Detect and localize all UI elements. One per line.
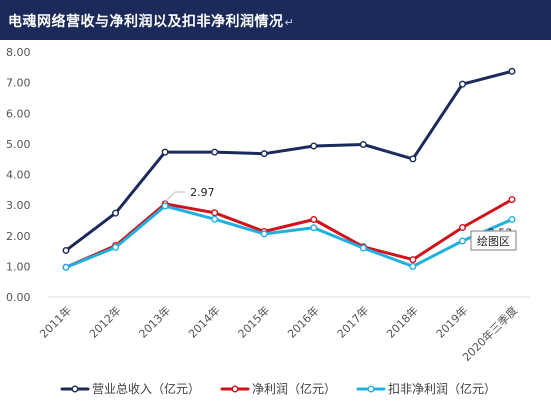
tooltip-text: 绘图区 <box>477 234 510 248</box>
data-point <box>458 237 466 245</box>
chart-header: 电魂网络营收与净利润以及扣非净利润情况↵ <box>0 0 551 40</box>
data-point <box>409 256 417 264</box>
data-point <box>161 202 169 210</box>
data-point <box>112 209 120 217</box>
data-point <box>112 243 120 251</box>
data-point <box>359 140 367 148</box>
data-point <box>409 262 417 270</box>
data-point <box>508 196 516 204</box>
y-tick-label: 8.00 <box>6 46 31 59</box>
x-tick-label: 2011年 <box>37 303 74 340</box>
y-tick-label: 6.00 <box>6 107 31 120</box>
x-tick-label: 2014年 <box>185 303 222 340</box>
data-point <box>260 150 268 158</box>
y-tick-label: 1.00 <box>6 260 31 273</box>
annotation-leader-line <box>164 191 186 203</box>
y-tick-label: 2.00 <box>6 230 31 243</box>
x-tick-label: 2015年 <box>235 303 272 340</box>
legend-label[interactable]: 净利润（亿元） <box>252 381 336 396</box>
data-point <box>409 155 417 163</box>
x-tick-label: 2018年 <box>384 303 421 340</box>
legend-marker <box>231 385 239 393</box>
x-tick-label: 2013年 <box>136 303 173 340</box>
y-tick-label: 4.00 <box>6 169 31 182</box>
return-mark-icon: ↵ <box>284 16 295 29</box>
y-tick-label: 3.00 <box>6 199 31 212</box>
data-point <box>260 230 268 238</box>
x-tick-label: 2019年 <box>433 303 470 340</box>
data-point <box>508 216 516 224</box>
legend-marker <box>71 385 79 393</box>
plot-area-tooltip <box>470 230 517 251</box>
y-tick-label: 0.00 <box>6 291 31 304</box>
data-point <box>310 216 318 224</box>
series-line <box>64 69 514 252</box>
data-point <box>359 244 367 252</box>
data-point <box>458 223 466 231</box>
data-point <box>161 148 169 156</box>
x-tick-label: 2016年 <box>284 303 321 340</box>
legend-label[interactable]: 营业总收入（亿元） <box>92 381 200 396</box>
chart-title: 电魂网络营收与净利润以及扣非净利润情况↵ <box>8 14 295 30</box>
data-point <box>62 246 70 254</box>
legend-label[interactable]: 扣非净利润（亿元） <box>388 381 496 396</box>
x-tick-label: 2012年 <box>86 303 123 340</box>
data-point <box>62 263 70 271</box>
data-label: 2.97 <box>190 186 215 199</box>
x-tick-label: 2017年 <box>334 303 371 340</box>
series-line <box>64 204 514 269</box>
data-point <box>211 148 219 156</box>
data-point <box>458 80 466 88</box>
data-point <box>211 215 219 223</box>
data-point <box>211 209 219 217</box>
data-point <box>310 142 318 150</box>
y-tick-label: 7.00 <box>6 77 31 90</box>
data-point <box>508 67 516 75</box>
legend-marker <box>367 385 375 393</box>
y-tick-label: 5.00 <box>6 138 31 151</box>
data-point <box>310 224 318 232</box>
